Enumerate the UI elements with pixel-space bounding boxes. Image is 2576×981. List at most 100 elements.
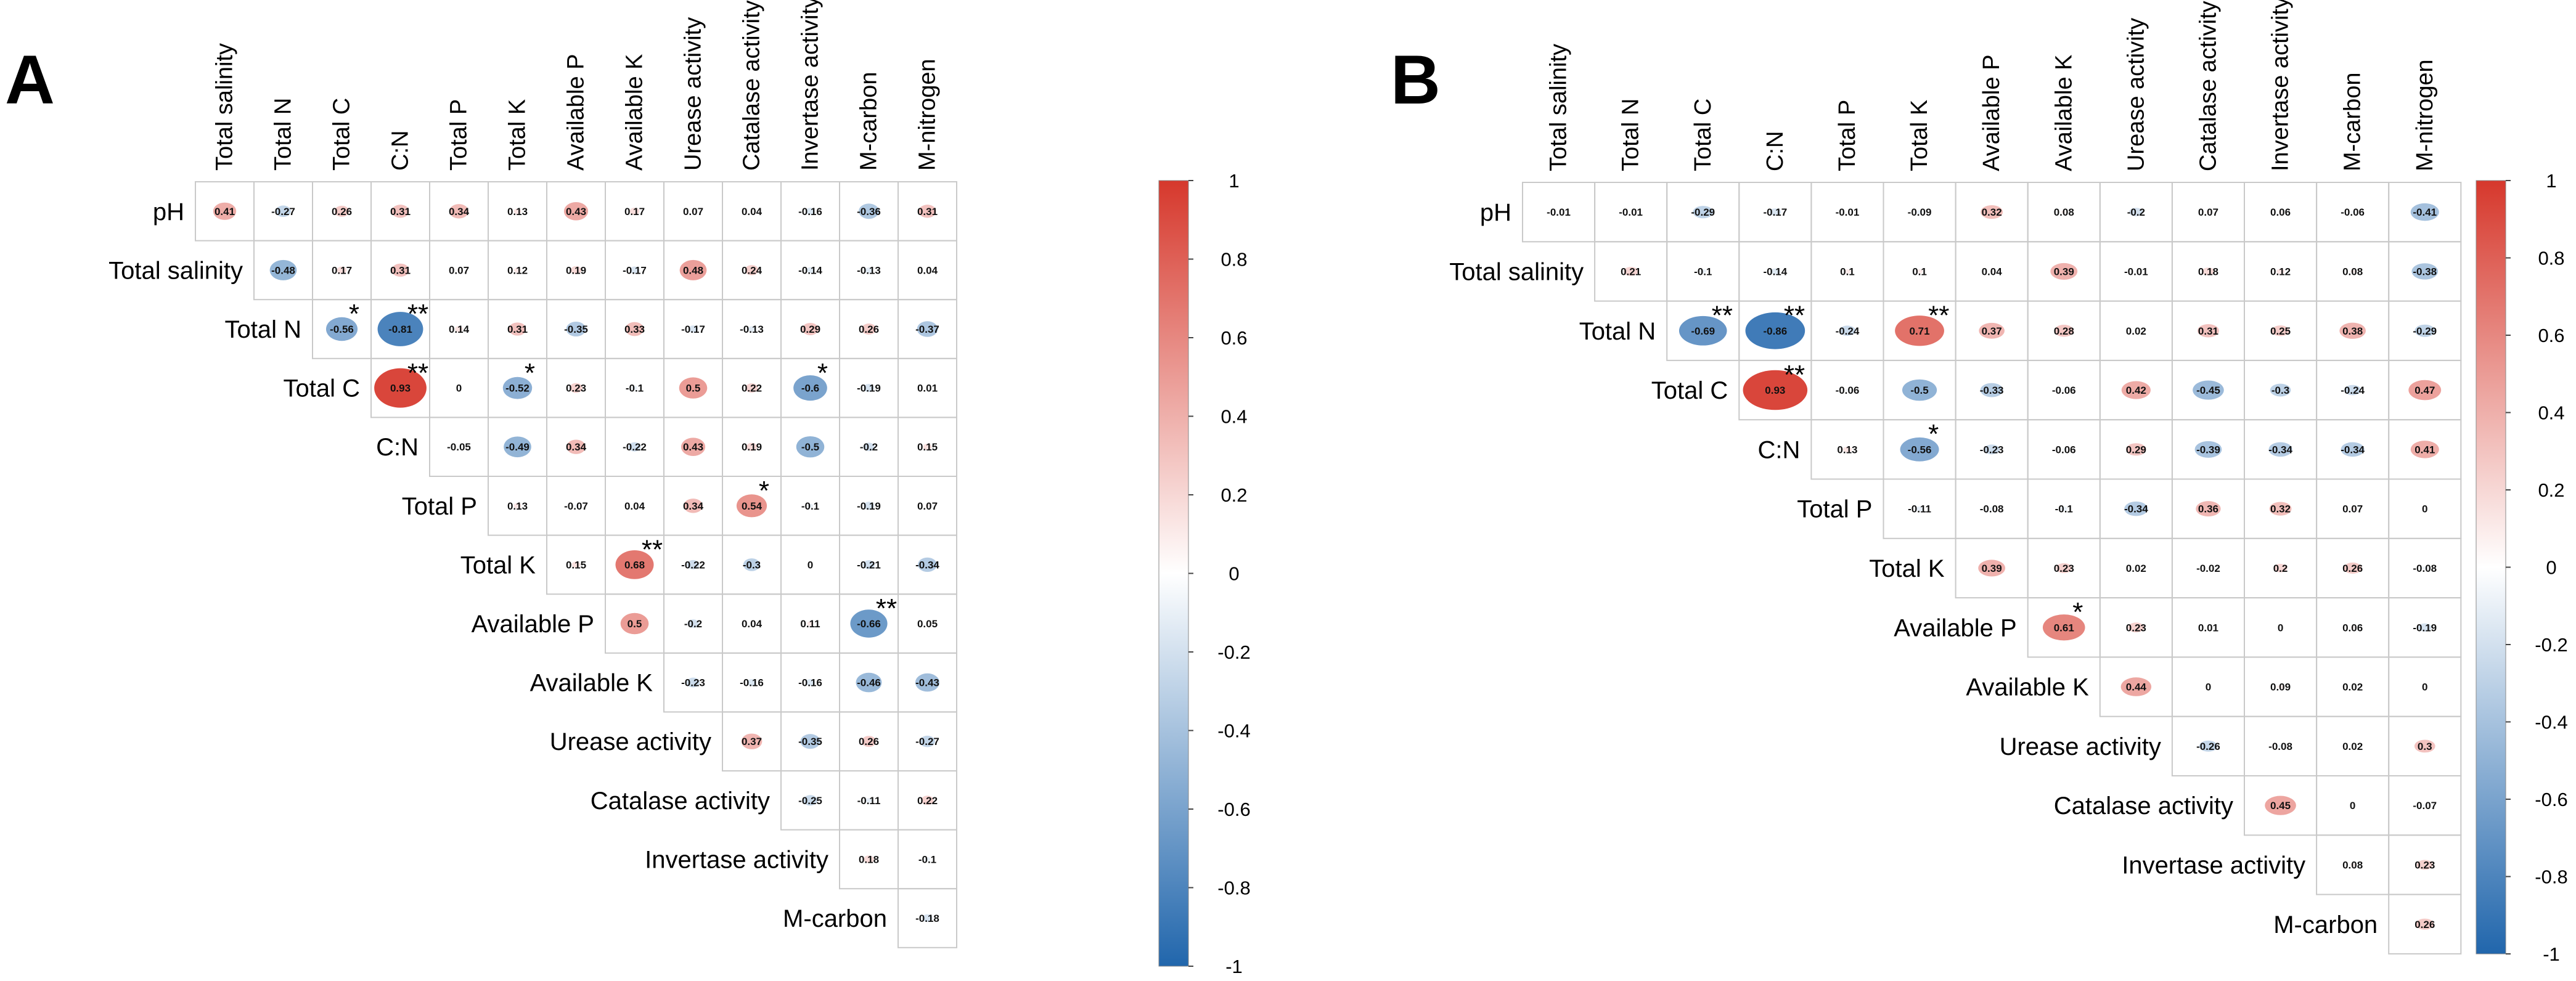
correlation-value: 0.47 (2414, 385, 2435, 396)
correlation-ellipse (807, 621, 814, 626)
column-label: Available K (622, 54, 648, 171)
correlation-value: -0.22 (681, 559, 705, 571)
correlation-ellipse (741, 733, 763, 749)
colorbar-tick-label: 1 (2546, 170, 2556, 192)
correlation-value: -0.5 (801, 441, 819, 453)
correlation-value: -0.14 (798, 264, 822, 276)
correlation-ellipse (2207, 686, 2209, 688)
significance-mark: * (525, 358, 535, 388)
correlation-ellipse (809, 564, 811, 566)
colorbar-tick-label: -0.8 (2535, 866, 2567, 888)
correlation-value: -0.37 (915, 324, 939, 335)
column-label: Catalase activity (739, 0, 765, 171)
correlation-value: 0.23 (2414, 859, 2435, 871)
colorbar-tick-label: 0.2 (2538, 479, 2564, 501)
column-label: Total P (446, 99, 472, 171)
correlation-ellipse (1845, 388, 1850, 392)
correlation-ellipse (2344, 562, 2362, 574)
correlation-ellipse (679, 377, 708, 399)
significance-mark: ** (407, 358, 428, 388)
correlation-ellipse (926, 622, 929, 625)
correlation-value: -0.86 (1763, 325, 1787, 337)
correlation-ellipse (574, 504, 578, 508)
correlation-ellipse (1989, 507, 1995, 511)
correlation-ellipse (750, 622, 753, 625)
correlation-value: -0.25 (798, 795, 822, 807)
correlation-value: -0.36 (857, 206, 881, 218)
colorbar-tick-label: 0.6 (1221, 327, 1247, 349)
correlation-ellipse (514, 267, 521, 273)
correlation-ellipse (863, 384, 875, 393)
correlation-ellipse (2061, 210, 2067, 214)
correlation-ellipse (1978, 560, 2006, 577)
correlation-value: -0.24 (1836, 325, 1860, 337)
column-label: C:N (388, 131, 414, 171)
correlation-value: -0.02 (2196, 563, 2220, 574)
correlation-ellipse (570, 266, 582, 274)
colorbar (1158, 180, 1189, 967)
correlation-ellipse (615, 550, 654, 579)
correlation-value: -0.21 (857, 559, 881, 571)
correlation-value: -0.17 (623, 264, 647, 276)
correlation-value: 0 (2206, 682, 2211, 693)
correlation-value: 0.26 (2414, 919, 2435, 930)
correlation-ellipse (2410, 203, 2439, 221)
correlation-ellipse (806, 267, 814, 274)
correlation-value: -0.81 (388, 324, 412, 335)
correlation-ellipse (2424, 508, 2426, 510)
correlation-value: -0.08 (2413, 563, 2437, 574)
correlation-value: 0.32 (1982, 206, 2002, 218)
correlation-ellipse (1558, 211, 1560, 213)
row-label: C:N (376, 434, 419, 461)
correlation-value: -0.17 (681, 324, 705, 335)
correlation-value: 0.5 (628, 618, 642, 630)
row-label: pH (153, 198, 184, 226)
correlation-ellipse (920, 735, 935, 747)
correlation-value: 0.19 (566, 264, 586, 276)
correlation-value: -0.34 (2341, 444, 2365, 455)
row-label: C:N (1758, 436, 1801, 463)
colorbar-tick-label: 0.8 (1221, 249, 1247, 271)
correlation-value: 0.41 (2414, 444, 2435, 455)
correlation-ellipse (2121, 381, 2151, 399)
correlation-value: -0.5 (1910, 385, 1928, 396)
row-label: Total P (1797, 496, 1872, 523)
column-label: M-nitrogen (915, 59, 941, 171)
correlation-ellipse (566, 439, 586, 454)
correlation-value: -0.49 (505, 441, 530, 453)
correlation-value: -0.39 (2196, 444, 2220, 455)
correlation-value: -0.06 (2052, 444, 2076, 455)
correlation-ellipse (681, 438, 706, 456)
correlation-value: -0.3 (2271, 385, 2289, 396)
significance-mark: * (349, 299, 359, 329)
correlation-ellipse (269, 259, 297, 280)
correlation-ellipse (2352, 745, 2353, 747)
correlation-ellipse (915, 673, 940, 692)
correlation-ellipse (1916, 210, 1923, 214)
correlation-ellipse (2194, 441, 2222, 458)
correlation-ellipse (2350, 507, 2355, 511)
correlation-ellipse (2120, 677, 2152, 696)
correlation-value: 0.22 (742, 383, 762, 394)
correlation-value: 0.19 (742, 441, 762, 453)
correlation-value: -0.56 (1908, 444, 1932, 455)
correlation-ellipse (925, 504, 930, 508)
correlation-value: 0.04 (1982, 266, 2003, 277)
correlation-value: 0.31 (507, 324, 528, 335)
row-label: Invertase activity (2122, 852, 2305, 879)
correlation-ellipse (743, 558, 761, 571)
correlation-value: 0.26 (859, 324, 879, 335)
correlation-value: -0.2 (2127, 206, 2145, 218)
correlation-value: 0.05 (917, 618, 938, 630)
row-label: Total salinity (108, 257, 243, 284)
correlation-value: -0.48 (271, 264, 295, 276)
row-label: Invertase activity (645, 846, 828, 873)
column-label: Urease activity (2123, 18, 2149, 171)
significance-mark: ** (407, 299, 428, 329)
correlation-ellipse (513, 503, 521, 509)
correlation-ellipse (2422, 804, 2427, 807)
correlation-value: 0.02 (2126, 563, 2146, 574)
correlation-ellipse (679, 259, 707, 280)
correlation-value: 0.04 (742, 206, 763, 218)
correlation-ellipse (862, 560, 875, 569)
